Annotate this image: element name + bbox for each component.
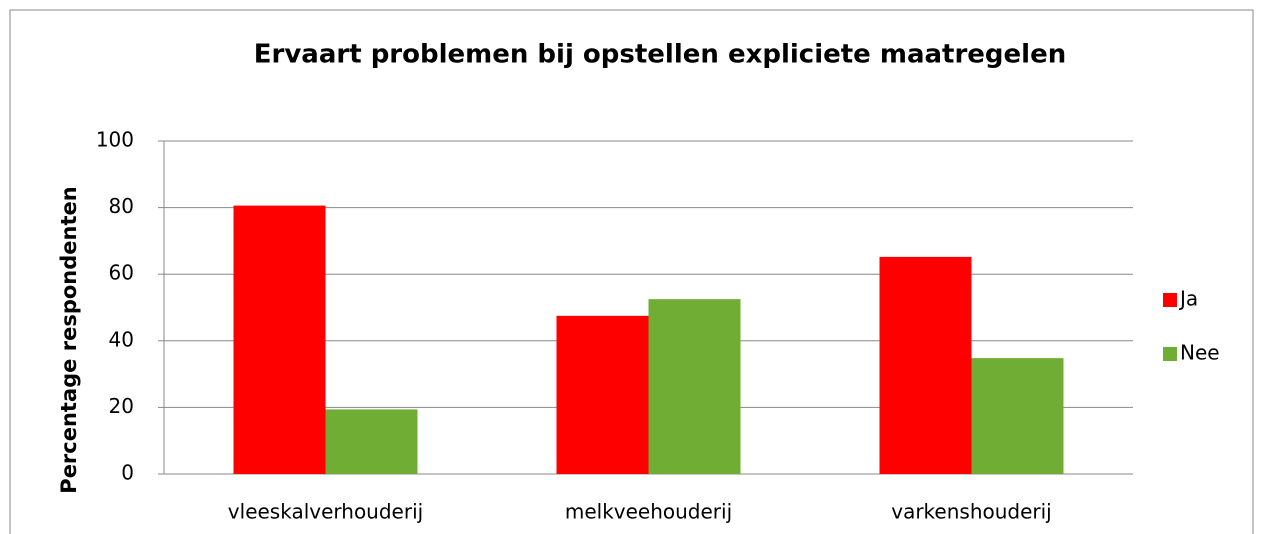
legend-swatch <box>1163 293 1177 307</box>
bar <box>648 299 741 474</box>
bar <box>971 358 1064 474</box>
bar <box>325 409 418 474</box>
x-tick-label: vleeskalverhouderij <box>228 500 423 524</box>
y-tick-label: 100 <box>96 128 134 152</box>
y-tick-label: 20 <box>109 394 134 418</box>
chart-frame <box>9 9 1254 534</box>
y-axis-title: Percentage respondenten <box>57 186 81 493</box>
chart-title: Ervaart problemen bij opstellen explicie… <box>254 40 1066 70</box>
legend-label: Ja <box>1178 287 1198 311</box>
y-tick-label: 0 <box>121 461 134 485</box>
legend-label: Nee <box>1180 341 1220 365</box>
x-tick-label: varkenshouderij <box>891 500 1052 524</box>
legend-swatch <box>1163 347 1177 361</box>
bar <box>556 315 649 474</box>
x-tick-label: melkveehouderij <box>565 500 732 524</box>
bar <box>879 256 972 474</box>
y-tick-label: 40 <box>109 327 134 351</box>
y-tick-label: 80 <box>109 194 134 218</box>
y-tick-label: 60 <box>109 261 134 285</box>
bar <box>233 205 326 475</box>
